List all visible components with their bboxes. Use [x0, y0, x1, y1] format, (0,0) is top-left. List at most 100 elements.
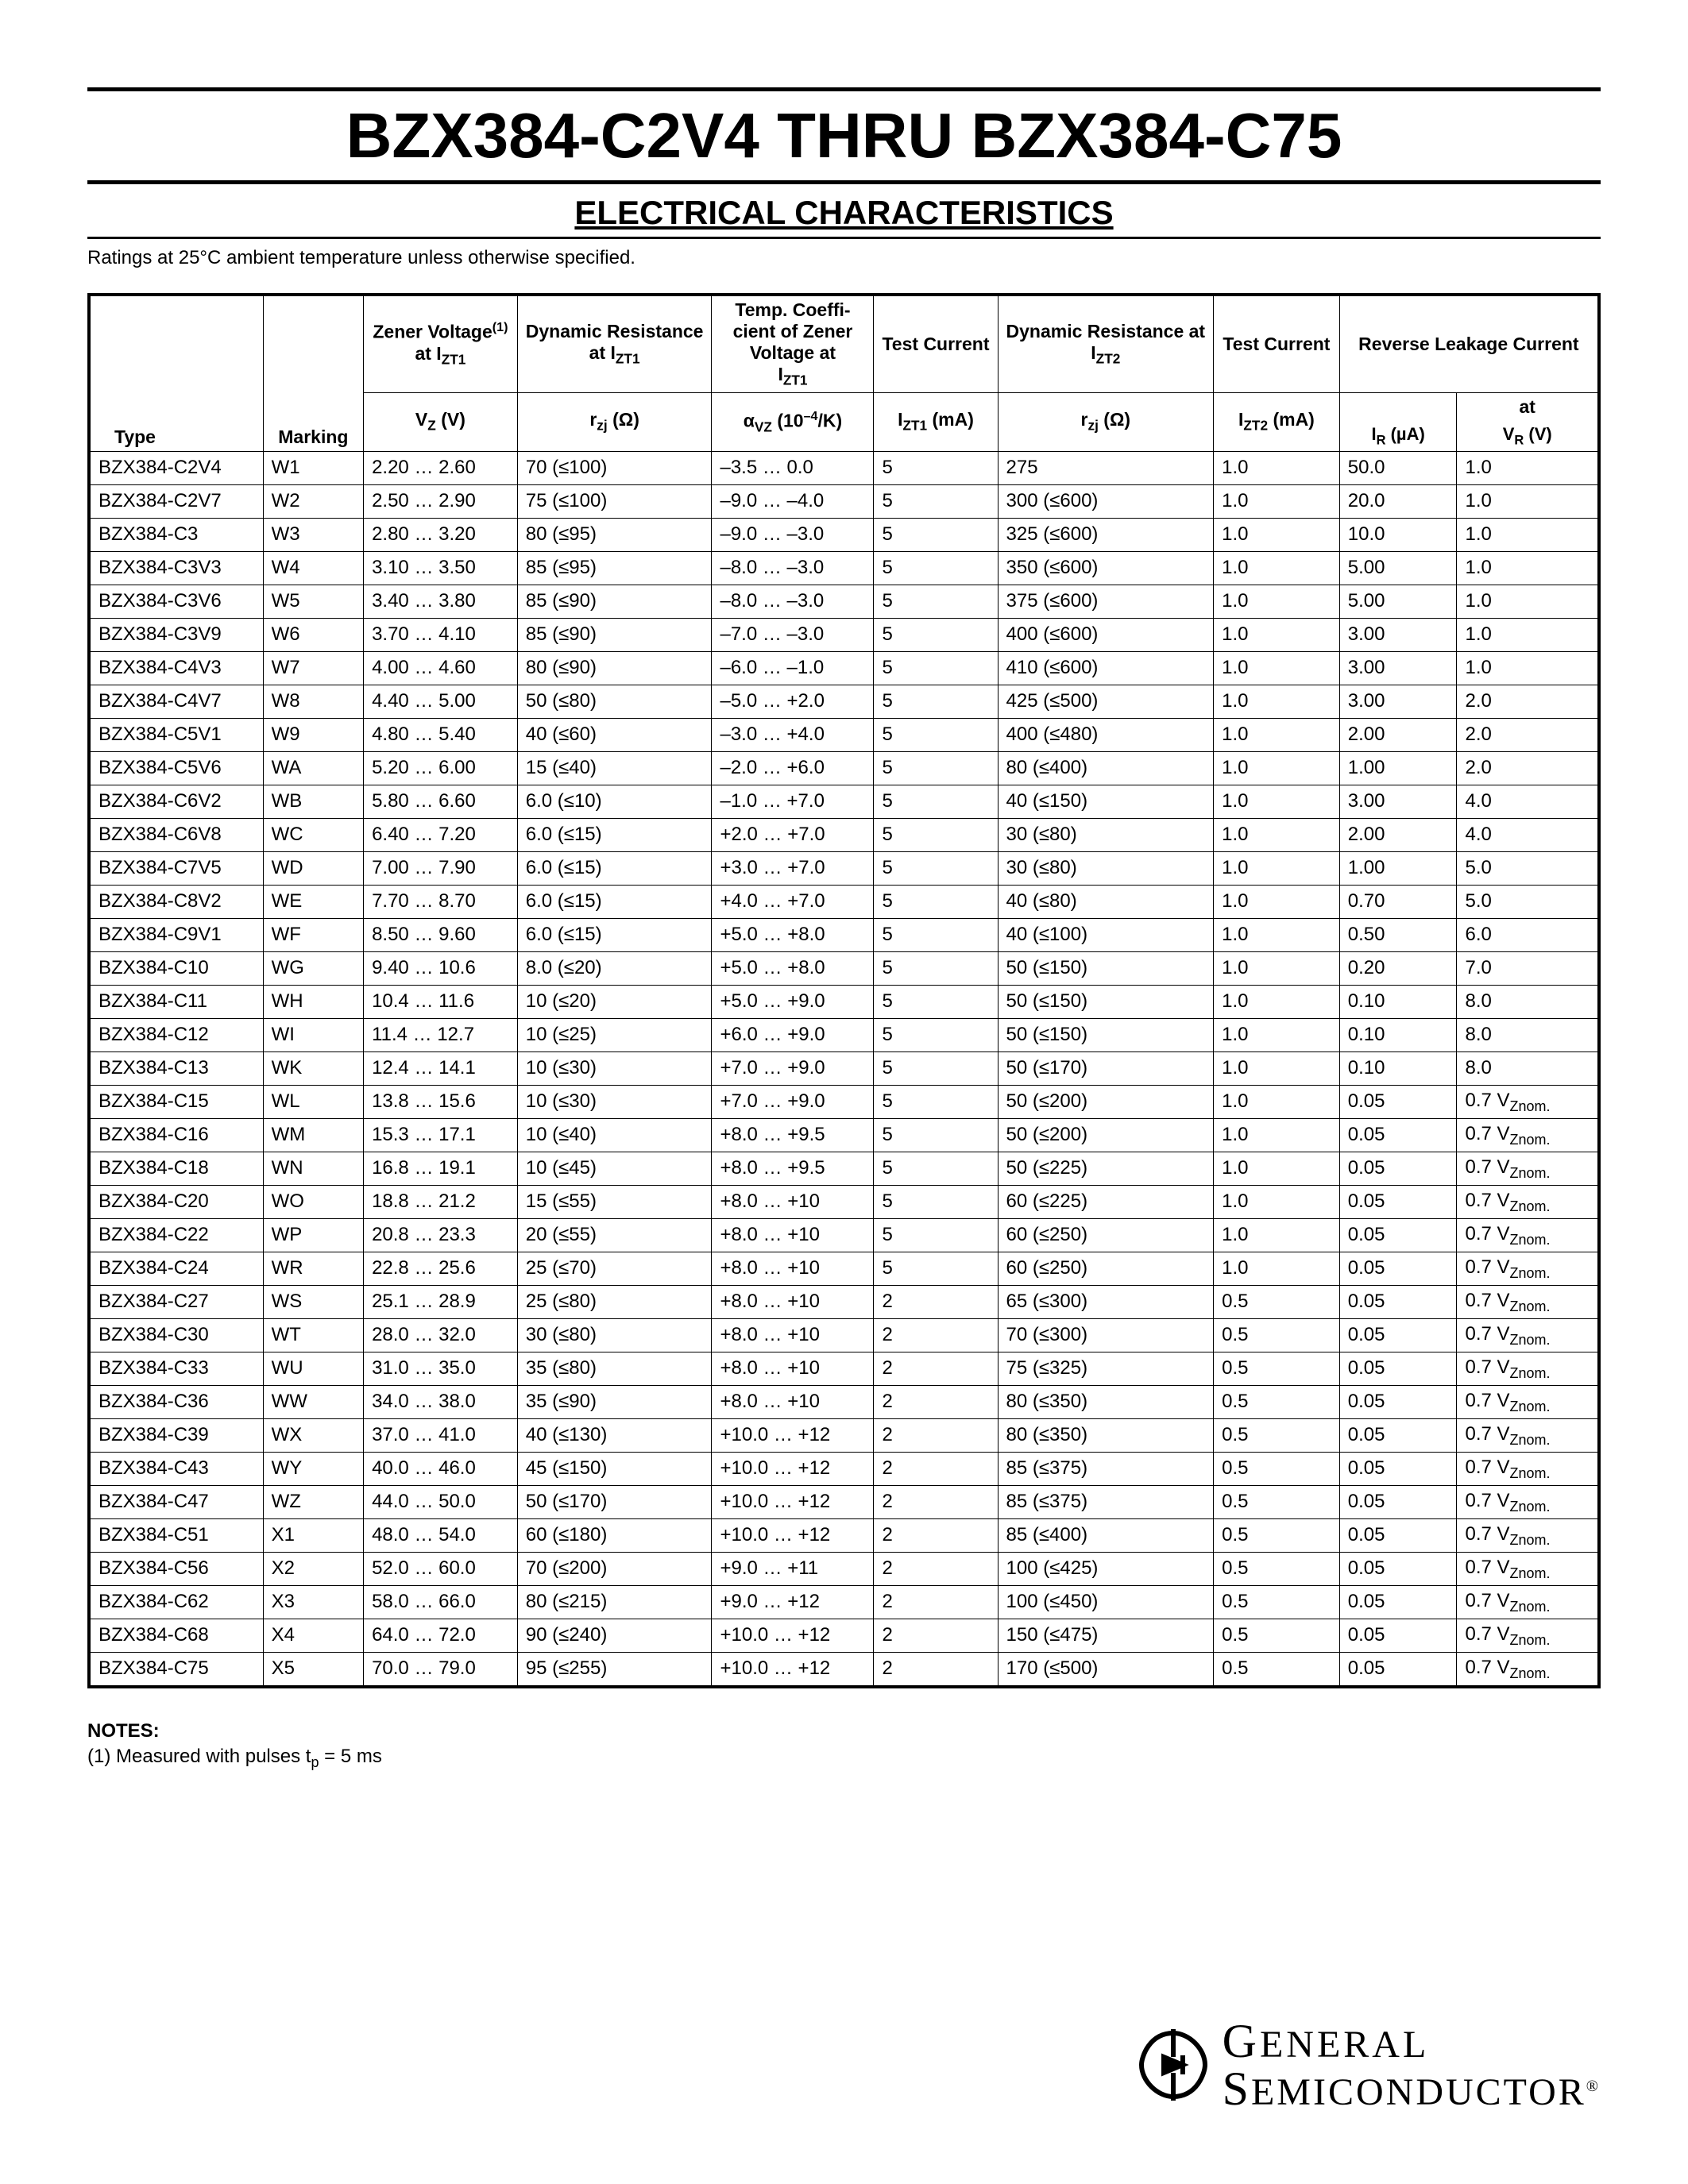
cell-mark: W6: [263, 618, 363, 651]
cell-ir: 2.00: [1339, 818, 1457, 851]
cell-izt1: 5: [874, 951, 998, 985]
cell-ir: 0.05: [1339, 1418, 1457, 1452]
cell-avz: –2.0 … +6.0: [712, 751, 874, 785]
cell-izt2: 1.0: [1214, 1085, 1340, 1118]
cell-rzj1: 40 (≤130): [517, 1418, 712, 1452]
cell-rzj2: 50 (≤150): [998, 1018, 1214, 1051]
cell-izt1: 5: [874, 484, 998, 518]
cell-vz: 2.50 … 2.90: [364, 484, 518, 518]
table-row: BZX384-C62X358.0 … 66.080 (≤215)+9.0 … +…: [89, 1585, 1599, 1619]
cell-vr: 0.7 VZnom.: [1457, 1452, 1599, 1485]
table-row: BZX384-C3V3W43.10 … 3.5085 (≤95)–8.0 … –…: [89, 551, 1599, 585]
table-row: BZX384-C22WP20.8 … 23.320 (≤55)+8.0 … +1…: [89, 1218, 1599, 1252]
cell-izt1: 5: [874, 918, 998, 951]
cell-izt2: 1.0: [1214, 651, 1340, 685]
table-row: BZX384-C4V7W84.40 … 5.0050 (≤80)–5.0 … +…: [89, 685, 1599, 718]
cell-avz: –9.0 … –3.0: [712, 518, 874, 551]
cell-type: BZX384-C16: [89, 1118, 263, 1152]
cell-type: BZX384-C7V5: [89, 851, 263, 885]
cell-izt1: 2: [874, 1452, 998, 1485]
cell-rzj1: 6.0 (≤15): [517, 818, 712, 851]
cell-izt2: 0.5: [1214, 1352, 1340, 1385]
cell-rzj1: 85 (≤95): [517, 551, 712, 585]
cell-rzj1: 85 (≤90): [517, 585, 712, 618]
cell-izt2: 1.0: [1214, 1152, 1340, 1185]
cell-avz: –8.0 … –3.0: [712, 585, 874, 618]
cell-vz: 70.0 … 79.0: [364, 1652, 518, 1687]
cell-vz: 52.0 … 60.0: [364, 1552, 518, 1585]
cell-izt1: 2: [874, 1418, 998, 1452]
cell-rzj1: 15 (≤55): [517, 1185, 712, 1218]
cell-ir: 0.05: [1339, 1285, 1457, 1318]
cell-izt2: 1.0: [1214, 1252, 1340, 1285]
brand-logo-text: GENERAL SEMICONDUCTOR®: [1223, 2017, 1601, 2113]
cell-izt1: 5: [874, 718, 998, 751]
cell-izt2: 1.0: [1214, 551, 1340, 585]
cell-vr: 0.7 VZnom.: [1457, 1352, 1599, 1385]
cell-izt1: 5: [874, 885, 998, 918]
cell-izt1: 2: [874, 1585, 998, 1619]
cell-type: BZX384-C3V6: [89, 585, 263, 618]
cell-izt1: 5: [874, 551, 998, 585]
cell-rzj1: 25 (≤70): [517, 1252, 712, 1285]
cell-rzj1: 10 (≤40): [517, 1118, 712, 1152]
cell-izt1: 2: [874, 1352, 998, 1385]
cell-vz: 15.3 … 17.1: [364, 1118, 518, 1152]
brand-logo: GENERAL SEMICONDUCTOR®: [1134, 2017, 1601, 2113]
cell-izt1: 5: [874, 451, 998, 484]
cell-type: BZX384-C2V7: [89, 484, 263, 518]
cell-izt2: 0.5: [1214, 1285, 1340, 1318]
cell-rzj2: 50 (≤225): [998, 1152, 1214, 1185]
cell-mark: X1: [263, 1518, 363, 1552]
cell-vr: 7.0: [1457, 951, 1599, 985]
cell-ir: 1.00: [1339, 751, 1457, 785]
cell-avz: +10.0 … +12: [712, 1485, 874, 1518]
cell-vr: 5.0: [1457, 885, 1599, 918]
cell-type: BZX384-C4V7: [89, 685, 263, 718]
cell-mark: WS: [263, 1285, 363, 1318]
cell-vr: 6.0: [1457, 918, 1599, 951]
cell-mark: X3: [263, 1585, 363, 1619]
cell-avz: +8.0 … +10: [712, 1185, 874, 1218]
cell-mark: WY: [263, 1452, 363, 1485]
cell-vr: 2.0: [1457, 718, 1599, 751]
cell-type: BZX384-C68: [89, 1619, 263, 1652]
cell-izt1: 5: [874, 818, 998, 851]
cell-rzj2: 30 (≤80): [998, 818, 1214, 851]
cell-vz: 8.50 … 9.60: [364, 918, 518, 951]
cell-type: BZX384-C22: [89, 1218, 263, 1252]
cell-avz: +7.0 … +9.0: [712, 1085, 874, 1118]
table-row: BZX384-C12WI11.4 … 12.710 (≤25)+6.0 … +9…: [89, 1018, 1599, 1051]
table-row: BZX384-C11WH10.4 … 11.610 (≤20)+5.0 … +9…: [89, 985, 1599, 1018]
table-row: BZX384-C6V8WC6.40 … 7.206.0 (≤15)+2.0 … …: [89, 818, 1599, 851]
ratings-note: Ratings at 25°C ambient temperature unle…: [87, 247, 1601, 269]
table-row: BZX384-C3V6W53.40 … 3.8085 (≤90)–8.0 … –…: [89, 585, 1599, 618]
cell-avz: +3.0 … +7.0: [712, 851, 874, 885]
table-row: BZX384-C18WN16.8 … 19.110 (≤45)+8.0 … +9…: [89, 1152, 1599, 1185]
cell-izt1: 5: [874, 651, 998, 685]
cell-avz: –6.0 … –1.0: [712, 651, 874, 685]
cell-rzj2: 150 (≤475): [998, 1619, 1214, 1652]
cell-ir: 0.05: [1339, 1085, 1457, 1118]
cell-mark: WL: [263, 1085, 363, 1118]
cell-rzj1: 45 (≤150): [517, 1452, 712, 1485]
cell-vr: 0.7 VZnom.: [1457, 1118, 1599, 1152]
cell-type: BZX384-C6V8: [89, 818, 263, 851]
cell-avz: –8.0 … –3.0: [712, 551, 874, 585]
table-row: BZX384-C3W32.80 … 3.2080 (≤95)–9.0 … –3.…: [89, 518, 1599, 551]
cell-rzj2: 50 (≤200): [998, 1118, 1214, 1152]
table-body: BZX384-C2V4W12.20 … 2.6070 (≤100)–3.5 … …: [89, 451, 1599, 1687]
cell-rzj2: 170 (≤500): [998, 1652, 1214, 1687]
table-row: BZX384-C7V5WD7.00 … 7.906.0 (≤15)+3.0 … …: [89, 851, 1599, 885]
cell-izt1: 5: [874, 851, 998, 885]
cell-ir: 0.05: [1339, 1385, 1457, 1418]
cell-type: BZX384-C30: [89, 1318, 263, 1352]
cell-rzj1: 60 (≤180): [517, 1518, 712, 1552]
cell-izt1: 2: [874, 1619, 998, 1652]
cell-izt1: 5: [874, 1218, 998, 1252]
cell-type: BZX384-C24: [89, 1252, 263, 1285]
cell-avz: +8.0 … +10: [712, 1318, 874, 1352]
cell-mark: W2: [263, 484, 363, 518]
cell-vz: 2.80 … 3.20: [364, 518, 518, 551]
cell-ir: 0.05: [1339, 1318, 1457, 1352]
